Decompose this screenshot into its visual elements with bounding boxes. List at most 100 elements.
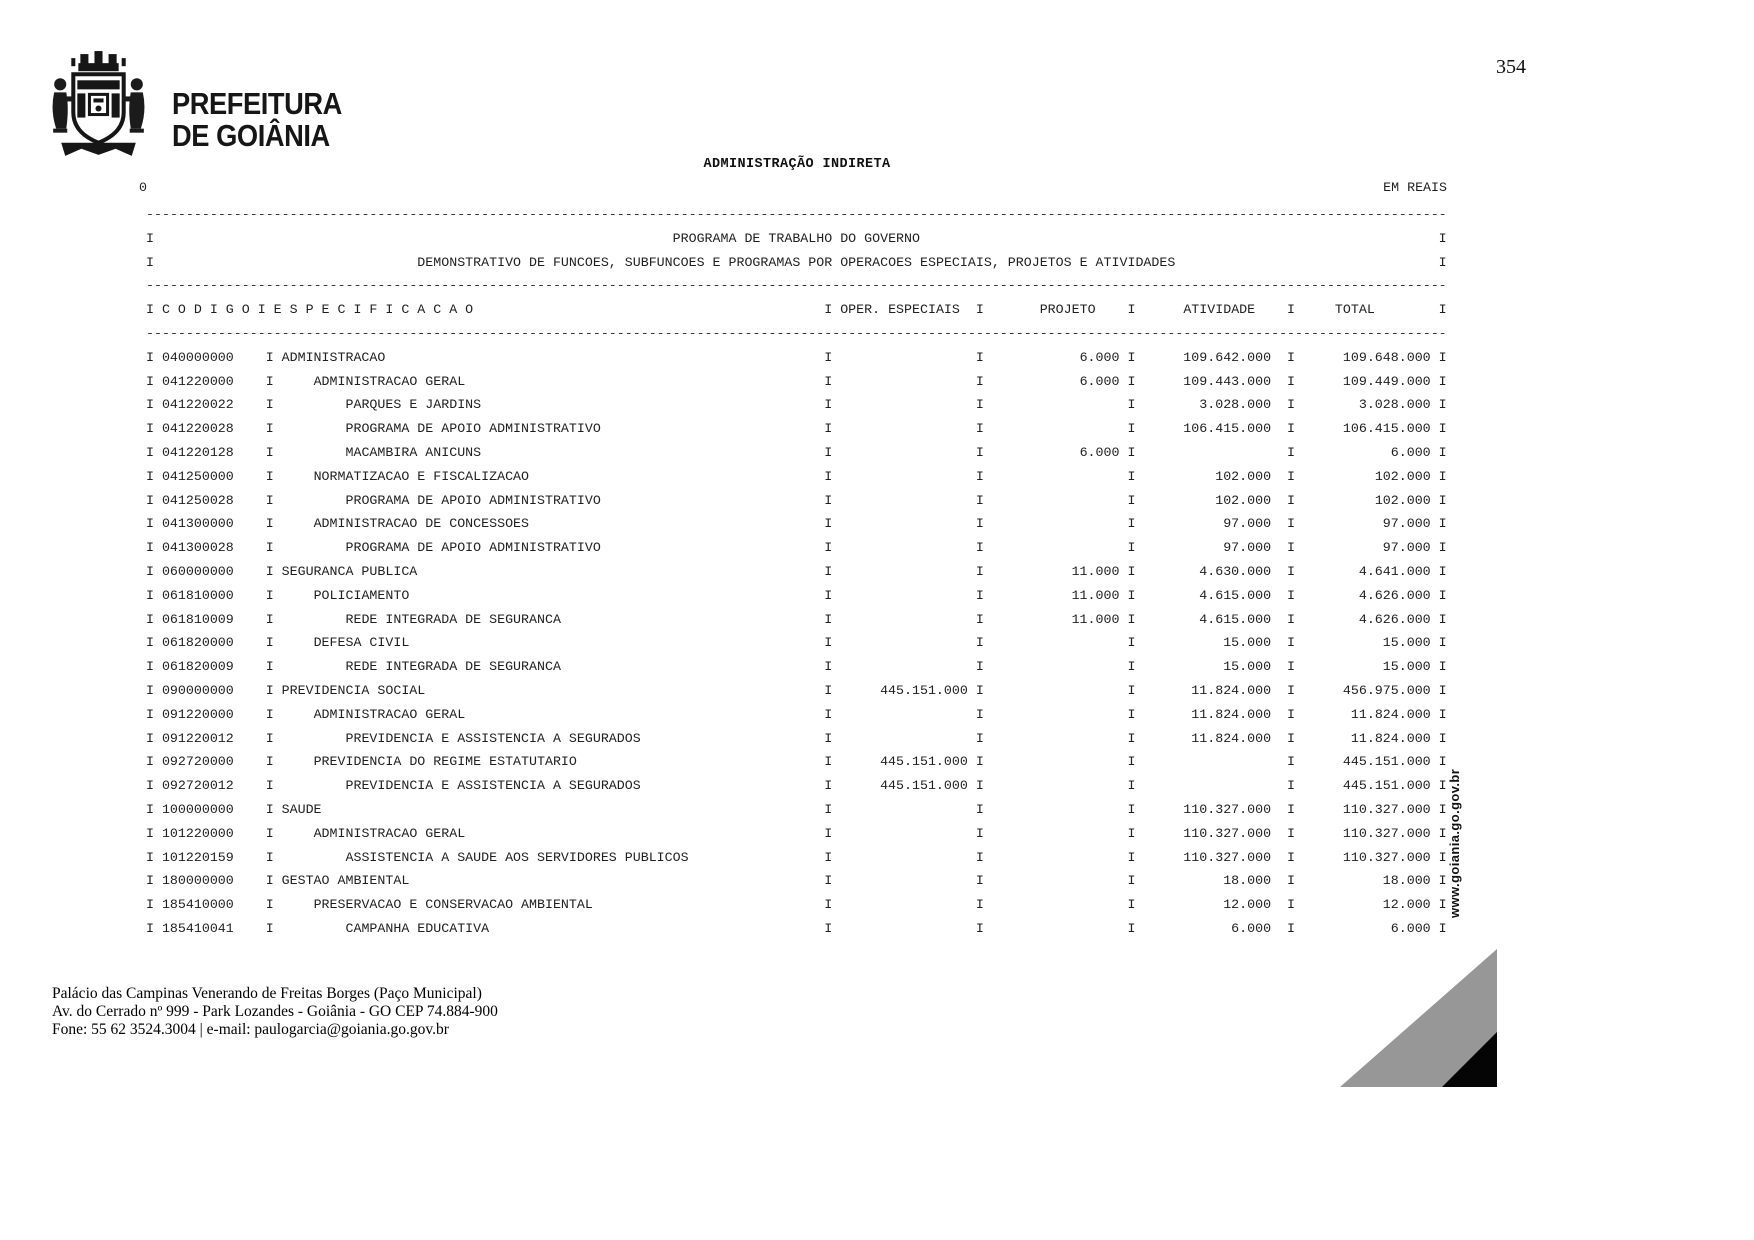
- cell-atividade: 97.000: [1223, 516, 1272, 532]
- column-separator: I: [975, 825, 984, 841]
- row-code: 180000000: [161, 873, 234, 889]
- row-code: 061810009: [161, 611, 234, 627]
- column-separator: I: [1287, 778, 1296, 794]
- column-separator: I: [824, 349, 833, 365]
- cell-atividade: 4.615.000: [1199, 611, 1272, 627]
- column-separator: I: [265, 825, 274, 841]
- column-separator: I: [975, 397, 984, 413]
- column-separator: I: [1127, 778, 1136, 794]
- column-separator: I: [975, 849, 984, 865]
- column-separator: I: [975, 302, 984, 318]
- row-code: 092720000: [161, 754, 234, 770]
- column-separator: I: [146, 754, 154, 770]
- column-separator: I: [1127, 444, 1136, 460]
- column-header-atividade: ATIVIDADE: [1183, 302, 1256, 318]
- column-separator: I: [975, 421, 984, 437]
- column-separator: I: [975, 349, 984, 365]
- cell-atividade: 106.415.000: [1183, 421, 1272, 437]
- column-separator: I: [1438, 897, 1447, 913]
- footer-line1: Palácio das Campinas Venerando de Freita…: [52, 985, 482, 1002]
- row-spec: ADMINISTRACAO GERAL: [313, 373, 466, 389]
- cell-oper-especiais: 445.151.000: [880, 778, 968, 794]
- cell-atividade: 110.327.000: [1183, 825, 1272, 841]
- cell-total: 445.151.000: [1342, 778, 1431, 794]
- column-separator: I: [1287, 421, 1296, 437]
- column-separator: I: [1127, 849, 1136, 865]
- column-separator: I: [1287, 801, 1296, 817]
- left-zero-mark: 0: [139, 180, 147, 195]
- column-separator: I: [1287, 659, 1296, 675]
- row-code: 061820009: [161, 659, 234, 675]
- column-separator: I: [265, 754, 274, 770]
- column-separator: I: [1438, 421, 1447, 437]
- column-separator: I: [265, 563, 274, 579]
- column-separator: I: [1287, 302, 1296, 318]
- cell-total: 110.327.000: [1342, 849, 1431, 865]
- column-separator: I: [1438, 302, 1447, 318]
- column-separator: I: [1287, 444, 1296, 460]
- column-separator: I: [1438, 920, 1447, 936]
- column-separator: I: [975, 754, 984, 770]
- column-separator: I: [146, 492, 154, 508]
- row-spec: PROGRAMA DE APOIO ADMINISTRATIVO: [345, 540, 601, 556]
- row-spec: SAUDE: [281, 801, 322, 817]
- column-separator: I: [1438, 540, 1447, 556]
- column-separator: I: [1127, 373, 1136, 389]
- row-code: 041220028: [161, 421, 234, 437]
- row-code: 185410000: [161, 897, 234, 913]
- column-separator: I: [824, 849, 833, 865]
- cell-atividade: 4.630.000: [1199, 563, 1272, 579]
- column-separator: I: [1287, 587, 1296, 603]
- column-separator: I: [1438, 635, 1447, 651]
- column-separator: I: [975, 492, 984, 508]
- cell-total: 18.000: [1382, 873, 1431, 889]
- watermark-url: www.goiania.go.gov.br: [1447, 768, 1462, 918]
- column-separator: I: [1438, 563, 1447, 579]
- column-separator: I: [1287, 825, 1296, 841]
- column-separator: I: [1127, 349, 1136, 365]
- cell-atividade: 3.028.000: [1199, 397, 1272, 413]
- footer-line2: Av. do Cerrado nº 999 - Park Lozandes - …: [52, 1002, 498, 1020]
- row-spec: PREVIDENCIA DO REGIME ESTATUTARIO: [313, 754, 577, 770]
- column-separator: I: [1127, 682, 1136, 698]
- cell-total: 15.000: [1382, 635, 1431, 651]
- column-separator: I: [1127, 421, 1136, 437]
- row-spec: PRESERVACAO E CONSERVACAO AMBIENTAL: [313, 897, 593, 913]
- cell-oper-especiais: 445.151.000: [880, 754, 968, 770]
- column-separator: I: [265, 468, 274, 484]
- column-separator: I: [1438, 492, 1447, 508]
- cell-total: 110.327.000: [1342, 825, 1431, 841]
- column-separator: I: [146, 801, 154, 817]
- column-separator: I: [1127, 540, 1136, 556]
- column-separator: I: [265, 492, 274, 508]
- row-spec: CAMPANHA EDUCATIVA: [345, 920, 490, 936]
- row-spec: SEGURANCA PUBLICA: [281, 563, 418, 579]
- currency-note: EM REAIS: [1383, 180, 1447, 195]
- column-separator: I: [146, 873, 154, 889]
- column-header-especificacao: E S P E C I F I C A C A O: [273, 302, 474, 318]
- column-separator: I: [146, 373, 154, 389]
- column-separator: I: [1438, 468, 1447, 484]
- column-header-total: TOTAL: [1334, 302, 1375, 318]
- cell-total: 109.449.000: [1342, 373, 1431, 389]
- column-separator: I: [1127, 706, 1136, 722]
- cell-total: 110.327.000: [1342, 801, 1431, 817]
- cell-projeto: 6.000: [1079, 444, 1120, 460]
- cell-total: 97.000: [1382, 540, 1431, 556]
- row-spec: MACAMBIRA ANICUNS: [345, 444, 482, 460]
- column-separator: I: [824, 421, 833, 437]
- row-code: 185410041: [161, 920, 234, 936]
- cell-total: 4.641.000: [1358, 563, 1431, 579]
- cell-atividade: 109.642.000: [1183, 349, 1272, 365]
- column-separator: I: [975, 778, 984, 794]
- cell-atividade: 109.443.000: [1183, 373, 1272, 389]
- cell-total: 11.824.000: [1350, 706, 1431, 722]
- footer-address: Palácio das Campinas Venerando de Freita…: [52, 985, 498, 1038]
- column-separator: I: [146, 397, 154, 413]
- column-separator: I: [824, 873, 833, 889]
- column-separator: I: [1127, 873, 1136, 889]
- column-separator: I: [146, 302, 154, 318]
- column-separator: I: [1287, 516, 1296, 532]
- column-separator: I: [975, 897, 984, 913]
